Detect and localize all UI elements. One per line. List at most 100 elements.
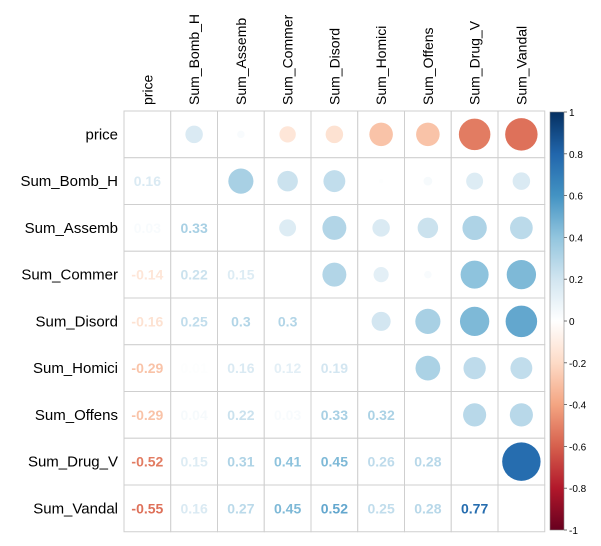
correlation-value: 0.28 (414, 500, 441, 516)
row-label: Sum_Bomb_H (20, 173, 118, 190)
correlation-circle (372, 219, 390, 237)
row-label: Sum_Vandal (33, 500, 118, 517)
grid-cell (497, 484, 546, 533)
correlation-circle (459, 306, 490, 337)
column-label: price (139, 74, 155, 105)
column-label: Sum_Offens (420, 27, 436, 105)
correlation-value: 0.03 (274, 407, 301, 423)
row-label: Sum_Commer (21, 267, 118, 284)
correlation-circle (458, 118, 491, 151)
correlation-value: 0.26 (368, 454, 395, 470)
grid-cell (170, 391, 218, 439)
correlation-circle (322, 215, 347, 240)
color-bar (549, 111, 565, 531)
color-bar-tick-label: -0.2 (569, 359, 587, 370)
grid-cell (170, 484, 218, 533)
correlation-value: 0.28 (414, 454, 441, 470)
grid-cell (263, 484, 312, 533)
correlation-value: 0.04 (181, 407, 208, 423)
row-label: price (85, 126, 118, 143)
color-bar-tick-label: 0.2 (569, 275, 583, 286)
correlation-circle (416, 122, 440, 147)
grid-cell (217, 484, 265, 533)
correlation-circle (505, 305, 538, 338)
row-label: Sum_Homici (33, 360, 118, 377)
grid-cell (310, 484, 359, 533)
grid-cell (123, 110, 172, 159)
correlation-value: 0.31 (227, 454, 254, 470)
correlation-value: 0.25 (368, 500, 395, 516)
grid-cell (310, 437, 359, 486)
correlation-value: 0.25 (181, 313, 208, 329)
grid-cell (357, 344, 405, 392)
correlation-value: 0.52 (321, 500, 348, 516)
grid-cell (217, 391, 265, 439)
grid-cell (123, 204, 172, 252)
correlation-circle (369, 122, 393, 147)
correlation-value: 0.19 (321, 360, 348, 376)
correlation-value: 0.16 (181, 500, 208, 516)
grid-cell (217, 437, 265, 486)
correlation-value: -0.16 (131, 313, 163, 329)
color-bar-tick-label: 0 (569, 317, 575, 328)
grid-cell (217, 204, 265, 252)
correlation-value: -0.55 (131, 500, 163, 516)
grid-cell (450, 437, 499, 486)
column-label: Sum_Drug_V (467, 20, 483, 105)
grid-cell (217, 250, 265, 299)
correlation-circle (460, 260, 489, 289)
correlation-circle (228, 168, 254, 194)
correlation-circle (237, 130, 245, 139)
grid-cell (217, 344, 265, 392)
correlation-circle (323, 170, 346, 193)
correlation-value: 0.3 (231, 313, 251, 329)
correlation-value: 0.15 (227, 267, 254, 283)
correlation-circle (417, 217, 439, 239)
grid-cell (263, 250, 312, 299)
row-label: Sum_Disord (35, 313, 118, 330)
column-label: Sum_Bomb_H (186, 14, 202, 105)
correlation-circle (506, 259, 537, 290)
grid-cell (263, 297, 312, 346)
correlation-circle (322, 262, 347, 287)
correlation-circle (371, 311, 391, 331)
correlation-value: -0.29 (131, 360, 163, 376)
correlation-circle (423, 176, 433, 186)
grid-cell (450, 484, 499, 533)
correlation-value: 0.22 (227, 407, 254, 423)
grid-cell (310, 297, 359, 346)
correlation-circle (424, 270, 432, 279)
correlation-circle (279, 219, 297, 237)
correlation-value: 0.01 (181, 360, 208, 376)
column-label: Sum_Homici (373, 26, 389, 105)
correlation-circle (373, 267, 389, 283)
correlation-value: 0.32 (368, 407, 395, 423)
correlation-circle (512, 172, 531, 190)
correlation-value: 0.16 (227, 360, 254, 376)
grid-cell (170, 344, 218, 392)
correlation-value: 0.77 (461, 500, 488, 516)
row-label: Sum_Drug_V (28, 454, 118, 471)
grid-cell (310, 391, 359, 439)
color-bar-tick-label: -0.6 (569, 442, 587, 453)
color-bar-tick-label: 0.6 (569, 192, 583, 203)
correlation-value: 0.16 (134, 173, 161, 189)
correlation-circle (510, 357, 533, 380)
correlation-value: 0.33 (181, 220, 208, 236)
correlation-value: -0.14 (131, 267, 163, 283)
color-bar-tick-label: -0.4 (569, 401, 587, 412)
correlation-circle (378, 178, 384, 184)
correlation-circle (185, 125, 203, 144)
correlation-value: 0.22 (181, 267, 208, 283)
column-label: Sum_Disord (326, 28, 342, 105)
correlation-value: 0.45 (274, 500, 301, 516)
correlation-circle (509, 403, 533, 427)
color-bar-tick-label: 1 (569, 108, 575, 119)
correlation-value: 0.15 (181, 454, 208, 470)
correlation-value: -0.52 (131, 454, 163, 470)
grid-cell (404, 157, 452, 205)
color-bar-tick-label: -0.8 (569, 484, 587, 495)
grid-cell (123, 391, 172, 439)
grid-cell (310, 344, 359, 392)
correlation-circle (463, 403, 487, 427)
